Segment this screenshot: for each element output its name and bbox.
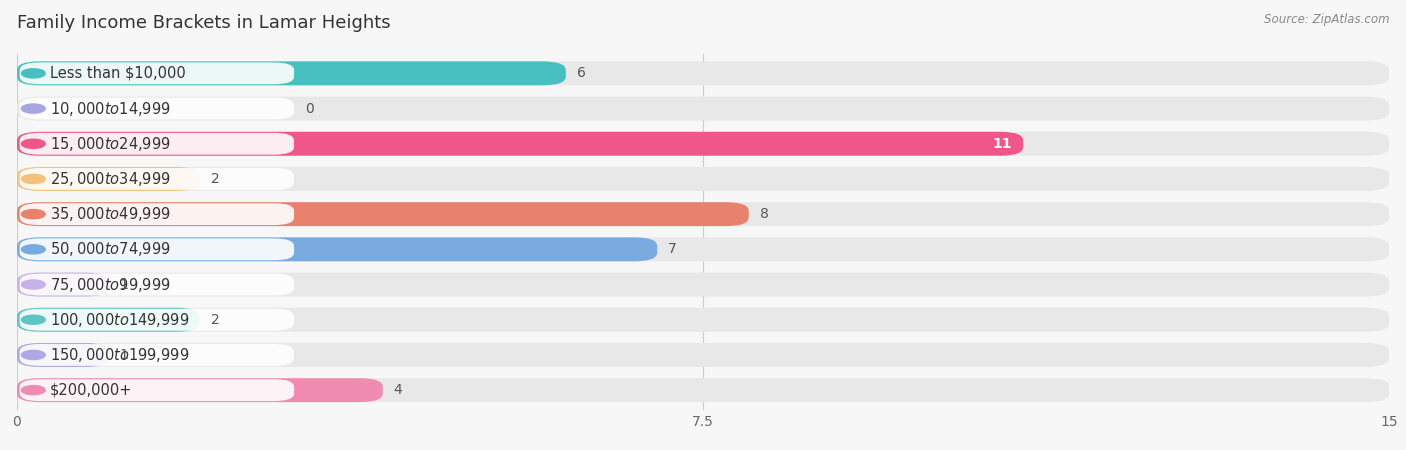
- FancyBboxPatch shape: [20, 63, 294, 84]
- FancyBboxPatch shape: [17, 202, 749, 226]
- Circle shape: [21, 351, 45, 360]
- Text: 0: 0: [305, 102, 314, 116]
- Text: $50,000 to $74,999: $50,000 to $74,999: [49, 240, 170, 258]
- FancyBboxPatch shape: [17, 167, 1389, 191]
- Circle shape: [21, 315, 45, 324]
- Circle shape: [21, 386, 45, 395]
- Circle shape: [21, 210, 45, 219]
- Text: $35,000 to $49,999: $35,000 to $49,999: [49, 205, 170, 223]
- Text: 2: 2: [211, 172, 219, 186]
- Text: $10,000 to $14,999: $10,000 to $14,999: [49, 99, 170, 117]
- FancyBboxPatch shape: [17, 343, 1389, 367]
- FancyBboxPatch shape: [17, 343, 108, 367]
- Text: 8: 8: [759, 207, 769, 221]
- FancyBboxPatch shape: [20, 168, 294, 190]
- FancyBboxPatch shape: [20, 344, 294, 366]
- Circle shape: [21, 104, 45, 113]
- Text: Family Income Brackets in Lamar Heights: Family Income Brackets in Lamar Heights: [17, 14, 391, 32]
- Text: 7: 7: [668, 243, 676, 256]
- FancyBboxPatch shape: [20, 133, 294, 155]
- Circle shape: [21, 280, 45, 289]
- Text: 6: 6: [576, 66, 586, 81]
- Text: Source: ZipAtlas.com: Source: ZipAtlas.com: [1264, 14, 1389, 27]
- FancyBboxPatch shape: [17, 378, 1389, 402]
- Circle shape: [21, 245, 45, 254]
- Text: $25,000 to $34,999: $25,000 to $34,999: [49, 170, 170, 188]
- Circle shape: [21, 69, 45, 78]
- FancyBboxPatch shape: [17, 61, 1389, 86]
- Circle shape: [21, 139, 45, 149]
- Text: $15,000 to $24,999: $15,000 to $24,999: [49, 135, 170, 153]
- FancyBboxPatch shape: [20, 309, 294, 331]
- FancyBboxPatch shape: [17, 308, 200, 332]
- Text: $200,000+: $200,000+: [49, 382, 132, 398]
- Text: $100,000 to $149,999: $100,000 to $149,999: [49, 311, 190, 329]
- FancyBboxPatch shape: [17, 238, 1389, 261]
- Text: 2: 2: [211, 313, 219, 327]
- FancyBboxPatch shape: [17, 97, 1389, 121]
- Text: $150,000 to $199,999: $150,000 to $199,999: [49, 346, 190, 364]
- Text: 1: 1: [120, 348, 128, 362]
- FancyBboxPatch shape: [17, 167, 200, 191]
- FancyBboxPatch shape: [17, 273, 108, 297]
- Text: $75,000 to $99,999: $75,000 to $99,999: [49, 275, 170, 293]
- Text: 4: 4: [394, 383, 402, 397]
- FancyBboxPatch shape: [20, 203, 294, 225]
- FancyBboxPatch shape: [17, 132, 1389, 156]
- Text: 11: 11: [993, 137, 1012, 151]
- FancyBboxPatch shape: [20, 274, 294, 296]
- FancyBboxPatch shape: [17, 308, 1389, 332]
- FancyBboxPatch shape: [20, 379, 294, 401]
- FancyBboxPatch shape: [17, 202, 1389, 226]
- FancyBboxPatch shape: [17, 61, 565, 86]
- FancyBboxPatch shape: [17, 132, 1024, 156]
- FancyBboxPatch shape: [17, 273, 1389, 297]
- FancyBboxPatch shape: [17, 238, 657, 261]
- Text: 1: 1: [120, 278, 128, 292]
- Text: Less than $10,000: Less than $10,000: [49, 66, 186, 81]
- Circle shape: [21, 175, 45, 184]
- FancyBboxPatch shape: [17, 378, 382, 402]
- FancyBboxPatch shape: [20, 98, 294, 119]
- FancyBboxPatch shape: [20, 238, 294, 260]
